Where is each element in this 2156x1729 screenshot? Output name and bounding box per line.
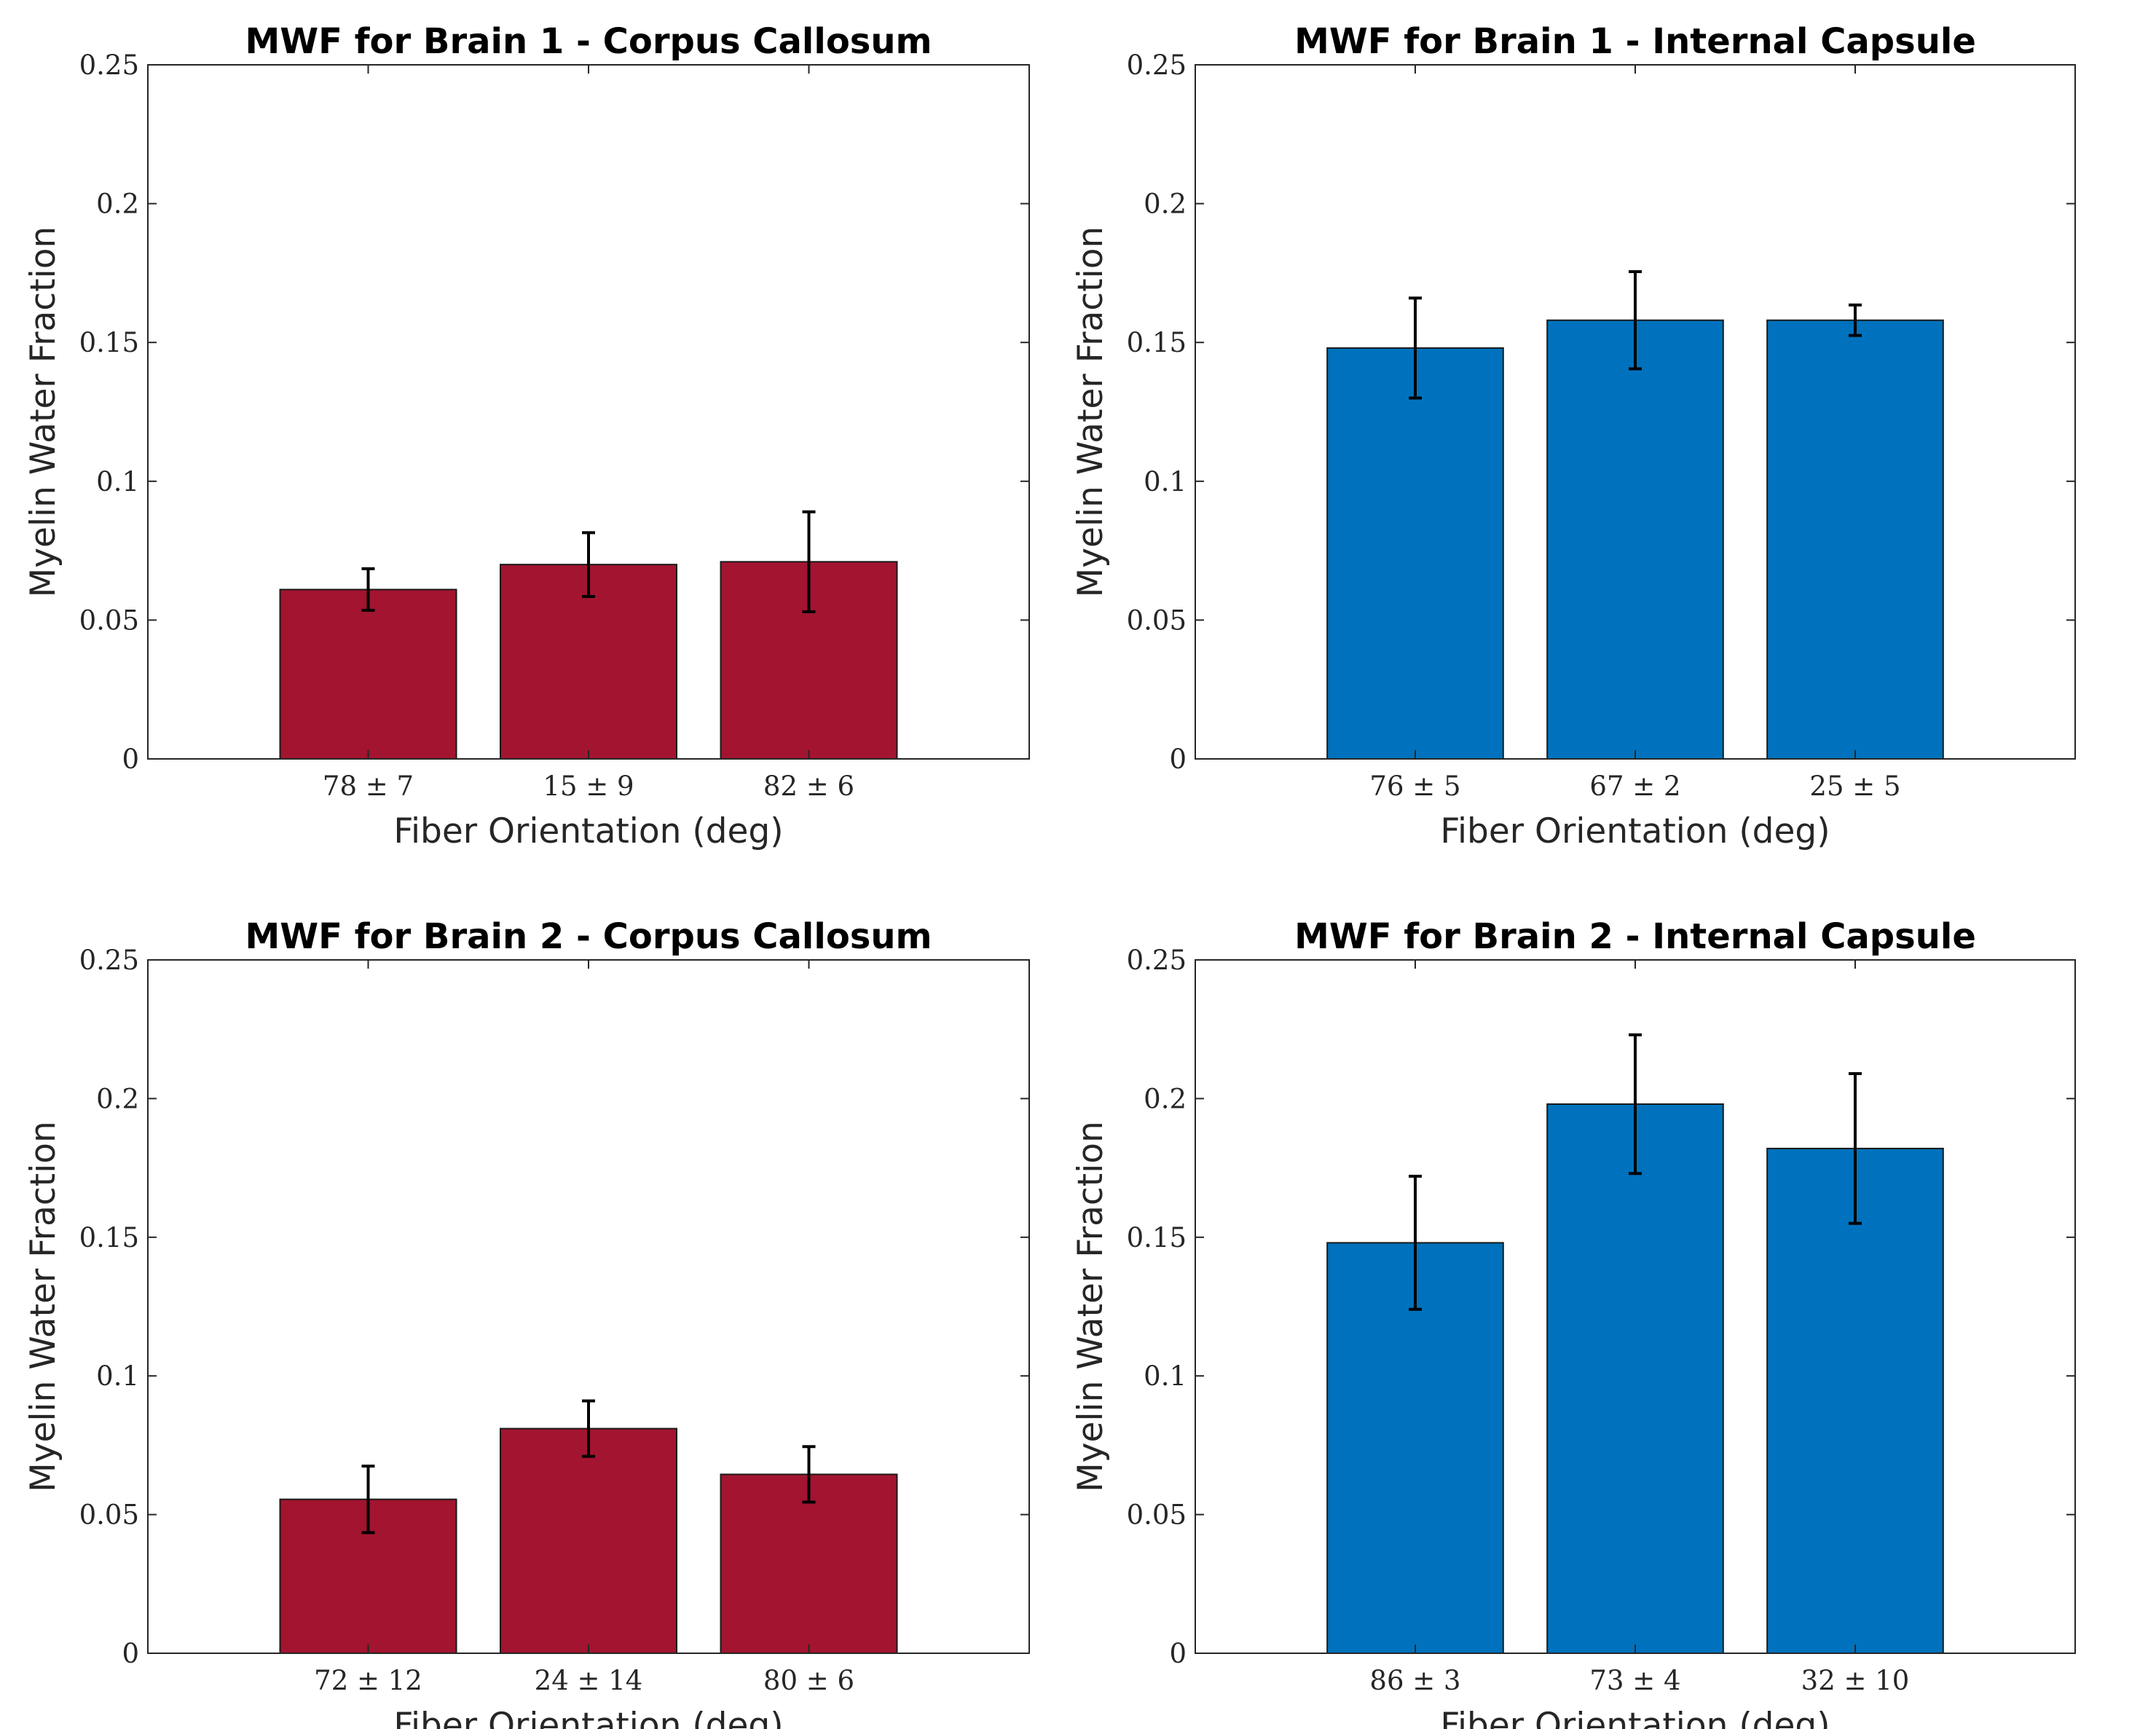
y-tick-label: 0.1 [96,1360,139,1392]
bar [1326,347,1504,760]
x-axis-label: Fiber Orientation (deg) [393,1706,783,1729]
y-axis-label: Myelin Water Fraction [23,227,63,598]
error-bar [802,1445,816,1504]
chart-title: MWF for Brain 1 - Internal Capsule [1294,21,1976,62]
y-tick-label: 0 [122,1638,139,1669]
y-tick-label: 0.15 [79,327,139,358]
x-tick-label: 24 ± 14 [535,1665,643,1696]
y-tick-label: 0.1 [1144,466,1187,497]
error-bar [361,1464,375,1535]
y-tick-label: 0.05 [79,604,139,636]
bar [279,588,457,760]
chart-panel-1: 0 0.05 0.1 0.15 0.2 0.25 78 ± 7 15 ± 9 82 ± 6 MWF… [23,21,1030,851]
bar [1766,319,1944,760]
error-bar [1849,303,1862,337]
y-tick-label: 0.15 [1127,1222,1187,1253]
bar [1546,1103,1724,1654]
error-bar [1849,1072,1862,1225]
y-tick-label: 0.1 [1144,1360,1187,1392]
chart-title: MWF for Brain 2 - Corpus Callosum [245,916,932,957]
x-tick-label: 80 ± 6 [763,1665,854,1696]
x-tick-label: 86 ± 3 [1369,1665,1460,1696]
y-tick-label: 0.2 [1144,189,1187,220]
error-bar [582,531,595,598]
chart-title: MWF for Brain 1 - Corpus Callosum [245,21,932,62]
x-tick-label: 72 ± 12 [314,1665,422,1696]
y-tick-label: 0.15 [79,1222,139,1253]
y-tick-label: 0 [122,744,139,775]
y-axis-label: Myelin Water Fraction [1071,227,1111,598]
y-tick-label: 0 [1169,1638,1187,1669]
x-tick-label: 76 ± 5 [1369,771,1460,802]
y-tick-label: 0 [1169,744,1187,775]
x-tick-label: 67 ± 2 [1589,771,1680,802]
error-bar [1629,269,1642,371]
chart-panel-4: 0 0.05 0.1 0.15 0.2 0.25 86 ± 3 73 ± 4 32 ± 10 MW… [1071,916,2076,1729]
chart-panel-3: 0 0.05 0.1 0.15 0.2 0.25 72 ± 12 24 ± 14 80 ± 6 M… [23,916,1030,1729]
y-tick-label: 0.25 [1127,945,1187,976]
y-tick-label: 0.2 [1144,1083,1187,1114]
bar [720,1473,898,1655]
y-tick-label: 0.25 [1127,50,1187,81]
x-tick-label: 32 ± 10 [1801,1665,1910,1696]
x-tick-label: 78 ± 7 [323,771,414,802]
y-tick-label: 0.25 [79,50,139,81]
y-tick-label: 0.05 [1127,1500,1187,1531]
bar [1546,319,1724,760]
x-tick-label: 25 ± 5 [1809,771,1900,802]
y-tick-label: 0.05 [79,1500,139,1531]
error-bar [1409,296,1422,400]
y-tick-label: 0.25 [79,945,139,976]
y-tick-label: 0.2 [96,189,139,220]
chart-panel-2: 0 0.05 0.1 0.15 0.2 0.25 76 ± 5 67 ± 2 25 ± 5 MWF… [1071,21,2076,851]
x-axis-label: Fiber Orientation (deg) [1440,811,1830,851]
error-bar [361,567,375,613]
x-tick-label: 82 ± 6 [763,771,854,802]
y-tick-label: 0.15 [1127,327,1187,358]
bar [500,1427,677,1654]
error-bar [802,510,816,613]
bar [1766,1147,1944,1654]
y-tick-label: 0.2 [96,1083,139,1114]
y-tick-label: 0.1 [96,466,139,497]
bar [1326,1242,1504,1654]
y-axis-label: Myelin Water Fraction [1071,1121,1111,1492]
error-bar [1629,1033,1642,1175]
error-bar [1409,1175,1422,1311]
x-axis-label: Fiber Orientation (deg) [393,811,783,851]
y-axis-label: Myelin Water Fraction [23,1121,63,1492]
chart-title: MWF for Brain 2 - Internal Capsule [1294,916,1976,957]
y-tick-label: 0.05 [1127,604,1187,636]
error-bar [582,1399,595,1458]
x-tick-label: 73 ± 4 [1589,1665,1680,1696]
x-axis-label: Fiber Orientation (deg) [1440,1706,1830,1729]
x-tick-label: 15 ± 9 [543,771,634,802]
